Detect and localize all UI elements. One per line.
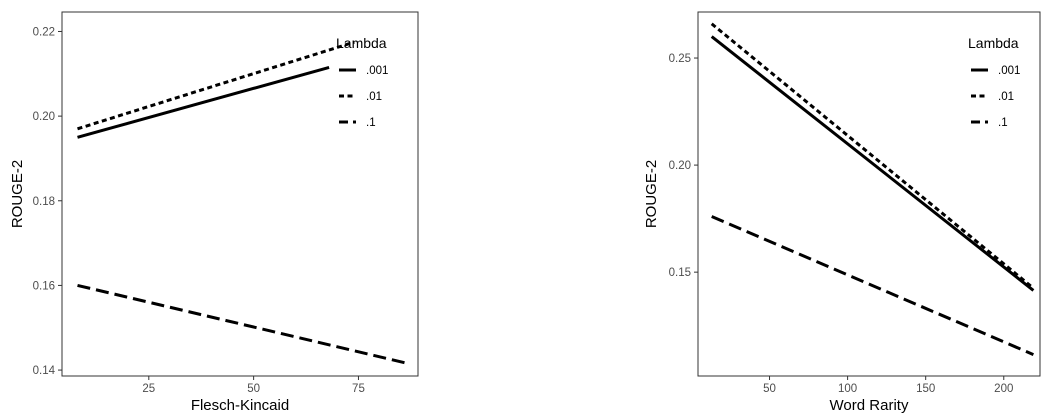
legend-title: Lambda [968,35,1019,51]
x-tick-label: 150 [916,383,935,395]
x-tick-label: 50 [763,383,776,395]
x-tick-label: 25 [142,383,155,395]
y-tick-label: 0.14 [33,365,56,377]
legend-label: .01 [366,91,382,103]
y-tick-label: 0.22 [33,26,55,38]
x-axis-title: Flesch-Kincaid [191,397,289,414]
x-tick-label: 100 [838,383,857,395]
legend-label: .1 [998,117,1008,129]
legend-label: .001 [366,65,388,77]
panel-flesch-kincaid: 0.14 0.16 0.18 0.20 0.22 25 50 75 Flesch-Kincaid… [9,11,419,414]
x-axis-title: Word Rarity [830,397,909,414]
y-axis-title: ROUGE-2 [643,160,660,228]
legend-label: .01 [998,91,1014,103]
legend-label: .001 [998,65,1020,77]
x-tick-label: 75 [352,383,365,395]
y-tick-label: 0.16 [33,280,55,292]
series-line-p001 [77,65,330,139]
series-line-p1 [711,215,1034,356]
legend-title: Lambda [336,35,387,51]
panel-word-rarity: 0.15 0.20 0.25 50 100 150 200 Word Rarity ROUGE-… [643,11,1041,414]
series-line-p01 [710,22,1035,290]
y-tick-label: 0.20 [33,111,55,123]
legend-label: .1 [366,117,376,129]
series-line-p001 [710,35,1035,292]
y-axis-title: ROUGE-2 [9,160,26,228]
legend: Lambda .001 .01 .1 [336,35,388,129]
series-line-p01 [77,40,355,131]
x-tick-label: 200 [994,383,1013,395]
legend: Lambda .001 .01 .1 [968,35,1020,129]
x-tick-label: 50 [247,383,260,395]
plot-border [697,11,1041,377]
y-tick-label: 0.15 [669,267,691,279]
y-tick-label: 0.25 [669,53,691,65]
y-tick-label: 0.20 [669,160,691,172]
y-tick-label: 0.18 [33,196,55,208]
series-line-p1 [77,283,410,366]
plot-border [61,11,419,377]
